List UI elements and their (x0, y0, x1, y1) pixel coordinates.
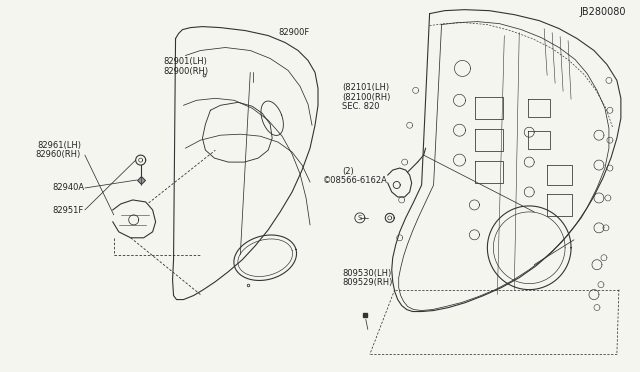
Text: 82960(RH): 82960(RH) (36, 150, 81, 159)
Text: 82951F: 82951F (53, 206, 84, 215)
Text: JB280080: JB280080 (580, 7, 626, 17)
Text: (2): (2) (342, 167, 354, 176)
Text: ©08566-6162A: ©08566-6162A (323, 176, 388, 185)
Text: (82101(LH): (82101(LH) (342, 83, 390, 92)
Text: 82940A: 82940A (52, 183, 84, 192)
Text: 809530(LH): 809530(LH) (342, 269, 392, 278)
Text: S: S (358, 215, 362, 221)
Text: 82900(RH): 82900(RH) (164, 67, 209, 76)
Text: 82901(LH): 82901(LH) (164, 57, 207, 66)
Text: 82961(LH): 82961(LH) (37, 141, 81, 150)
Text: 82900F: 82900F (278, 28, 310, 37)
Text: 809529(RH): 809529(RH) (342, 278, 393, 287)
Text: (82100(RH): (82100(RH) (342, 93, 390, 102)
Text: SEC. 820: SEC. 820 (342, 102, 380, 111)
